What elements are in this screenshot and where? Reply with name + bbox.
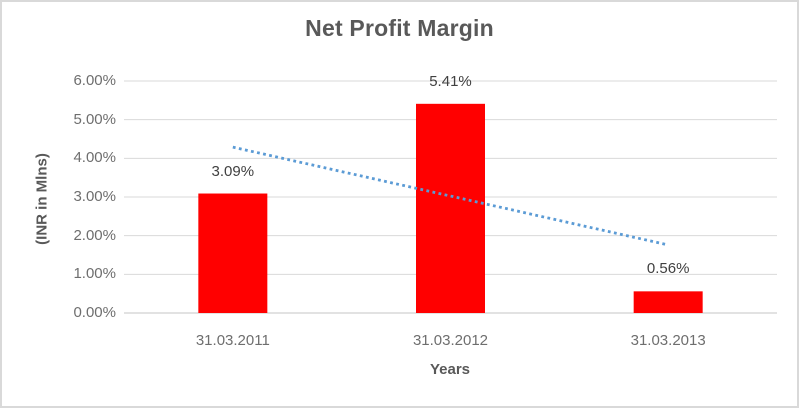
- bar: [198, 193, 268, 313]
- chart-title: Net Profit Margin: [305, 15, 494, 41]
- bar: [416, 103, 485, 314]
- x-axis-title: Years: [429, 361, 471, 378]
- bar: [633, 291, 703, 313]
